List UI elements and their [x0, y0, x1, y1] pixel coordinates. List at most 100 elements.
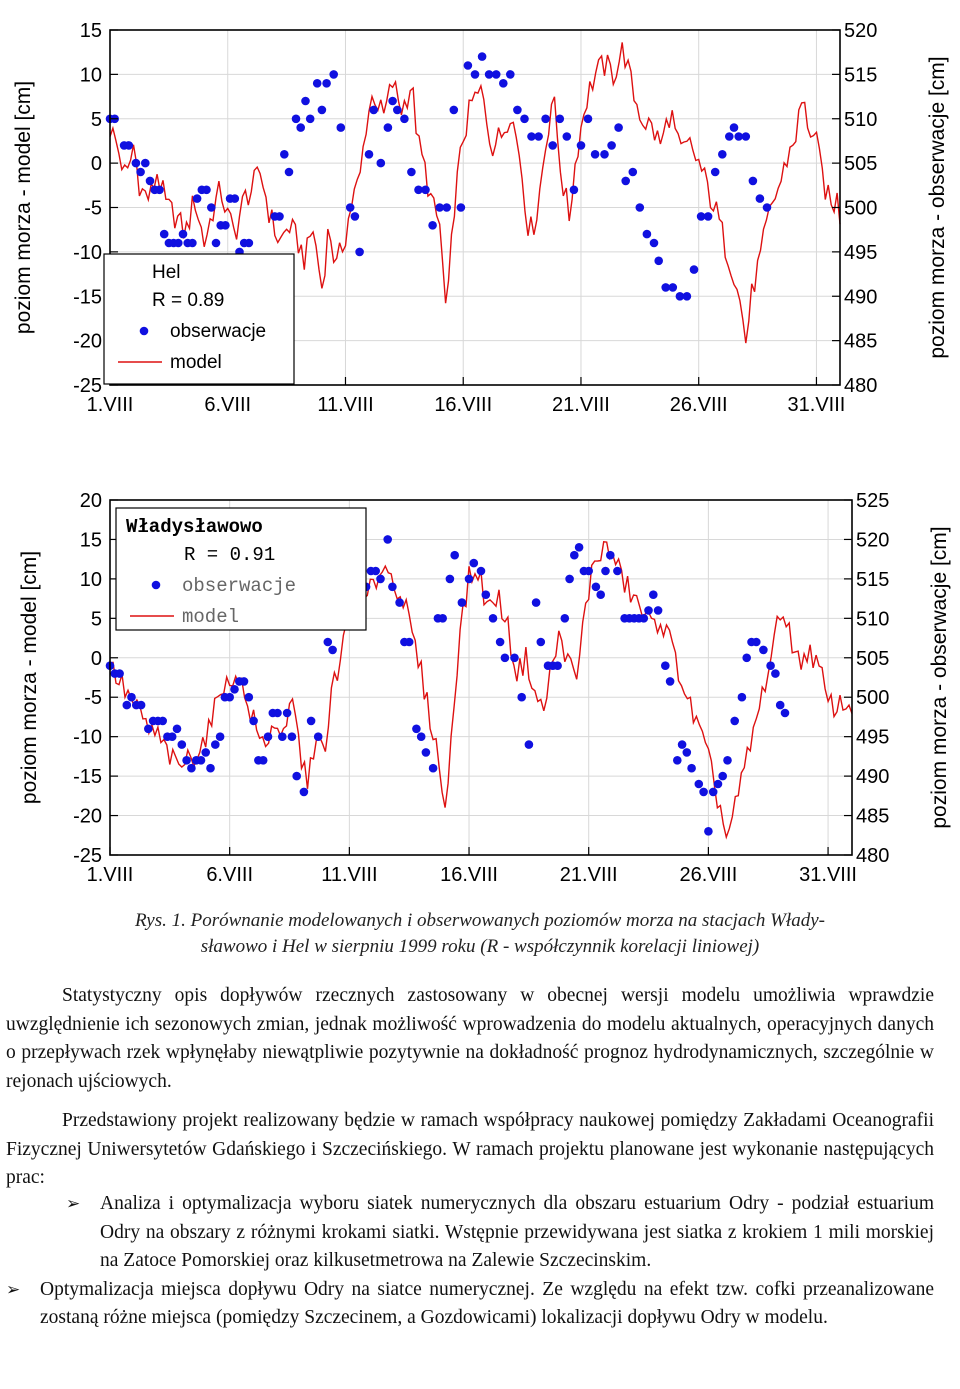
observation-point [400, 114, 409, 124]
y-tick-label: 5 [91, 608, 102, 630]
observation-point [127, 692, 136, 702]
list-item: ➢ Analiza i optymalizacja wyboru siatek … [0, 1190, 940, 1276]
x-tick-label: 11.VIII [321, 864, 377, 886]
observation-point [583, 114, 593, 124]
observation-point [450, 550, 460, 560]
observation-point [752, 637, 761, 647]
observation-point [590, 150, 600, 159]
observation-point [182, 756, 191, 765]
caption-line-2: sławowo i Hel w sierpniu 1999 roku (R - … [200, 936, 760, 957]
observation-point [305, 114, 315, 124]
y-right-axis-title: poziom morza - obserwacje [cm] [926, 56, 949, 358]
observation-point [187, 763, 196, 773]
observation-point [565, 574, 574, 584]
observation-point [576, 141, 586, 150]
observation-point [766, 661, 775, 670]
observation-point [771, 669, 780, 678]
observation-point [263, 732, 273, 741]
observation-point [510, 653, 519, 663]
observation-point [442, 203, 452, 212]
y-tick-label: -20 [73, 331, 102, 353]
y-right-tick-label: 510 [856, 608, 889, 630]
observation-point [553, 661, 562, 670]
y-right-tick-label: 515 [844, 64, 877, 86]
observation-point [177, 740, 187, 749]
observation-point [383, 123, 393, 132]
observation-point [639, 614, 649, 623]
observation-point [570, 550, 579, 560]
observation-point [317, 105, 327, 115]
observation-point [775, 700, 785, 710]
observation-point [495, 637, 505, 647]
observation-point [202, 185, 211, 195]
y-tick-label: 10 [80, 64, 102, 86]
observation-point [541, 114, 550, 124]
y-tick-label: -25 [73, 375, 102, 397]
observation-point [729, 123, 739, 132]
observation-point [484, 70, 494, 79]
observation-point [488, 614, 498, 623]
observation-point [136, 167, 145, 177]
observation-point [145, 176, 155, 186]
observation-point [438, 614, 448, 623]
observation-point [322, 79, 331, 88]
legend-station-name: Hel [152, 262, 181, 283]
y-right-tick-label: 520 [844, 20, 877, 42]
observation-point [699, 787, 708, 797]
observation-point [244, 692, 254, 702]
observation-point [388, 582, 397, 592]
observation-point [258, 756, 268, 765]
caption-line-1: Rys. 1. Porównanie modelowanych i obserw… [135, 910, 825, 931]
model-series-line [109, 42, 841, 344]
observation-point [644, 606, 653, 615]
observation-point [172, 724, 182, 734]
observation-point [517, 692, 526, 702]
paragraph-river-inflow: Statystyczny opis dopływów rzecznych zas… [6, 985, 934, 1092]
x-tick-label: 11.VIII [317, 394, 373, 416]
observation-point [675, 292, 685, 301]
observation-point [741, 132, 751, 141]
observation-point [470, 70, 480, 79]
observation-point [596, 590, 605, 599]
observation-point [278, 732, 287, 741]
observation-point [613, 566, 622, 576]
list-item-text: Analiza i optymalizacja wyboru siatek nu… [100, 1193, 934, 1271]
legend-model-label: model [170, 352, 222, 373]
x-tick-label: 16.VIII [434, 394, 492, 416]
observation-point [687, 763, 696, 773]
observation-point [477, 52, 487, 61]
observation-point [520, 114, 529, 124]
observation-point [513, 105, 522, 115]
observation-point [192, 194, 202, 203]
observation-point [225, 692, 234, 702]
x-tick-label: 31.VIII [799, 864, 857, 886]
observation-point [167, 732, 177, 741]
observation-point [748, 176, 758, 186]
x-tick-label: 1.VIII [87, 394, 134, 416]
x-tick-label: 1.VIII [87, 864, 134, 886]
observation-point [600, 150, 609, 159]
observation-point [312, 79, 322, 88]
y-tick-label: 0 [91, 648, 102, 670]
observation-point [694, 779, 704, 789]
x-tick-label: 31.VIII [788, 394, 846, 416]
observation-point [215, 732, 225, 741]
hel-sea-level-chart: 15 10 5 0 -5 -10 -15 -20 -25 520 515 510 505 500 495 49… [12, 20, 949, 416]
observation-point [230, 685, 239, 694]
observation-point [469, 558, 479, 568]
y-right-tick-label: 525 [856, 490, 889, 512]
observation-point [463, 61, 473, 70]
observation-point [301, 96, 310, 106]
observation-point [491, 70, 501, 79]
observation-point [323, 637, 333, 647]
observation-point [124, 141, 134, 150]
observation-point [574, 543, 584, 552]
y-right-tick-label: 495 [856, 727, 889, 749]
observation-point [531, 598, 541, 607]
y-right-tick-label: 490 [844, 286, 877, 308]
observation-point [524, 740, 534, 749]
y-right-tick-label: 500 [856, 687, 889, 709]
legend-correlation: R = 0.91 [184, 544, 275, 566]
x-tick-label: 16.VIII [440, 864, 498, 886]
observation-point [196, 756, 206, 765]
